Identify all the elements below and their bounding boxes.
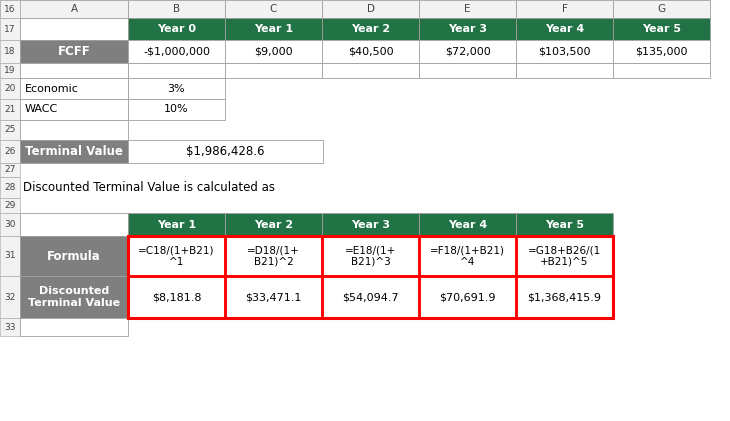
Bar: [0, 0, 20, 18]
Text: E: E: [464, 4, 471, 14]
Bar: [516, 63, 613, 78]
Text: -$1,000,000: -$1,000,000: [143, 46, 210, 56]
Text: Discounted Terminal Value is calculated as: Discounted Terminal Value is calculated …: [23, 181, 275, 194]
Bar: [419, 276, 516, 318]
Text: 33: 33: [4, 322, 16, 331]
Text: =F18/(1+B21)
^4: =F18/(1+B21) ^4: [430, 245, 505, 267]
Bar: [128, 99, 225, 120]
Text: 10%: 10%: [164, 104, 189, 115]
Bar: [0, 140, 20, 163]
Text: Year 0: Year 0: [157, 24, 196, 34]
Bar: [0, 40, 20, 63]
Text: 19: 19: [4, 66, 16, 75]
Text: G: G: [658, 4, 666, 14]
Bar: [419, 213, 516, 236]
Bar: [20, 318, 128, 336]
Bar: [128, 276, 225, 318]
Bar: [20, 40, 128, 63]
Bar: [225, 236, 322, 276]
Bar: [20, 18, 128, 40]
Text: 29: 29: [4, 201, 15, 210]
Bar: [225, 276, 322, 318]
Bar: [516, 236, 613, 276]
Text: =C18/(1+B21)
^1: =C18/(1+B21) ^1: [138, 245, 215, 267]
Bar: [0, 236, 20, 276]
Text: 27: 27: [4, 165, 15, 174]
Bar: [0, 213, 20, 236]
Text: Terminal Value: Terminal Value: [25, 145, 123, 158]
Text: $8,181.8: $8,181.8: [152, 292, 201, 302]
Text: 3%: 3%: [168, 83, 185, 93]
Bar: [225, 0, 322, 18]
Bar: [0, 78, 20, 99]
Text: C: C: [270, 4, 277, 14]
Bar: [516, 236, 613, 276]
Text: Year 2: Year 2: [254, 219, 293, 229]
Bar: [0, 198, 20, 213]
Bar: [322, 213, 419, 236]
Text: $33,471.1: $33,471.1: [245, 292, 301, 302]
Text: 17: 17: [4, 24, 16, 34]
Text: $40,500: $40,500: [347, 46, 393, 56]
Text: $72,000: $72,000: [445, 46, 491, 56]
Bar: [128, 213, 225, 236]
Bar: [128, 276, 225, 318]
Bar: [0, 318, 20, 336]
Text: WACC: WACC: [25, 104, 58, 115]
Bar: [128, 236, 613, 318]
Text: $1,368,415.9: $1,368,415.9: [528, 292, 602, 302]
Text: 28: 28: [4, 183, 15, 192]
Bar: [516, 0, 613, 18]
Text: $54,094.7: $54,094.7: [342, 292, 399, 302]
Text: 18: 18: [4, 47, 16, 56]
Text: 25: 25: [4, 125, 15, 134]
Bar: [419, 0, 516, 18]
Text: Year 1: Year 1: [157, 219, 196, 229]
Bar: [225, 40, 322, 63]
Text: Year 3: Year 3: [448, 24, 487, 34]
Bar: [516, 276, 613, 318]
Bar: [322, 18, 419, 40]
Text: D: D: [366, 4, 374, 14]
Bar: [20, 140, 128, 163]
Text: =D18/(1+
B21)^2: =D18/(1+ B21)^2: [247, 245, 300, 267]
Text: 32: 32: [4, 293, 15, 301]
Bar: [419, 276, 516, 318]
Bar: [20, 99, 128, 120]
Text: $9,000: $9,000: [254, 46, 293, 56]
Bar: [128, 236, 225, 276]
Text: Economic: Economic: [25, 83, 79, 93]
Bar: [128, 63, 225, 78]
Bar: [128, 18, 225, 40]
Bar: [419, 236, 516, 276]
Bar: [20, 236, 128, 276]
Text: Discounted
Terminal Value: Discounted Terminal Value: [28, 286, 120, 308]
Text: Year 4: Year 4: [545, 24, 584, 34]
Bar: [322, 0, 419, 18]
Bar: [128, 40, 225, 63]
Bar: [225, 63, 322, 78]
Bar: [322, 236, 419, 276]
Bar: [613, 40, 710, 63]
Text: Year 3: Year 3: [351, 219, 390, 229]
Bar: [225, 236, 322, 276]
Bar: [419, 18, 516, 40]
Text: F: F: [561, 4, 567, 14]
Bar: [322, 40, 419, 63]
Bar: [516, 276, 613, 318]
Bar: [128, 236, 225, 276]
Text: Year 1: Year 1: [254, 24, 293, 34]
Text: Year 5: Year 5: [545, 219, 584, 229]
Bar: [613, 0, 710, 18]
Bar: [613, 63, 710, 78]
Bar: [0, 0, 20, 18]
Text: 20: 20: [4, 84, 15, 93]
Text: 26: 26: [4, 147, 15, 156]
Text: $1,986,428.6: $1,986,428.6: [186, 145, 265, 158]
Text: 21: 21: [4, 105, 15, 114]
Text: =G18+B26/(1
+B21)^5: =G18+B26/(1 +B21)^5: [528, 245, 601, 267]
Bar: [225, 276, 322, 318]
Text: $135,000: $135,000: [635, 46, 688, 56]
Text: A: A: [70, 4, 77, 14]
Bar: [613, 18, 710, 40]
